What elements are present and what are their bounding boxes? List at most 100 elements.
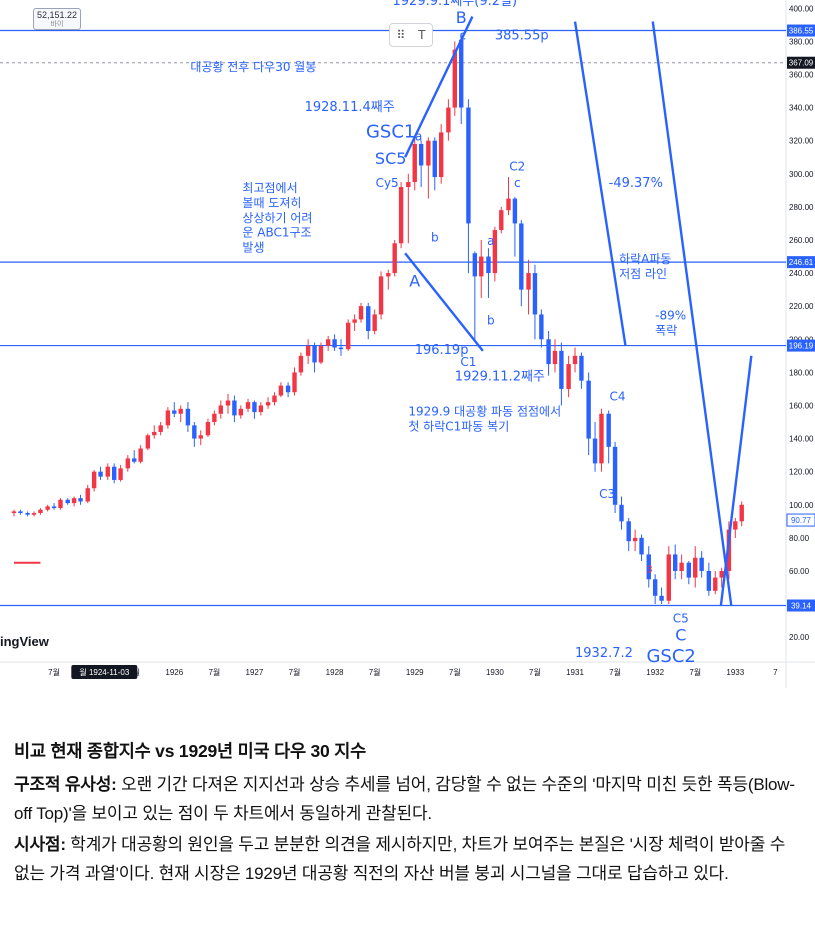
chart-annotation: 3 [646, 565, 652, 576]
chart-annotation: 상상하기 어려 [242, 211, 312, 225]
candle-body [652, 579, 658, 596]
candle-body [292, 372, 297, 393]
candle-body [446, 107, 451, 133]
paragraph-label: 시사점: [14, 835, 66, 854]
candle-body [338, 347, 344, 350]
text-tool-icon[interactable]: T [418, 28, 426, 42]
candle-body [58, 499, 63, 509]
candle-body [726, 529, 732, 571]
trend-line [404, 16, 474, 158]
candle-body [639, 537, 644, 555]
y-tick-label: 280.00 [789, 203, 814, 212]
chart-annotation: 385.55p [495, 29, 549, 44]
x-tick-label: 1927 [246, 668, 264, 677]
candle-body [619, 504, 624, 522]
chart-annotation: -49.37% [609, 176, 663, 191]
price-badge[interactable]: 52,151.22 바이 [33, 8, 81, 30]
axis-price-badge [787, 24, 815, 37]
x-tick-label: 1928 [326, 668, 344, 677]
candle-body [739, 504, 744, 522]
axis-price-badge [787, 56, 815, 69]
candle-body [612, 446, 618, 505]
axis-price-badge-label: 90.77 [791, 516, 812, 525]
price-badge-sub: 바이 [50, 21, 64, 28]
candle-body [673, 554, 678, 571]
chart-annotation: C3 [599, 487, 615, 501]
x-tick-label: 7월 [449, 667, 461, 677]
candle-body [586, 380, 591, 439]
chart-annotation: GSC1 [366, 121, 415, 142]
candle-body [285, 385, 291, 393]
candle-body [386, 273, 391, 277]
candle-body [258, 405, 264, 413]
candle-body [572, 355, 578, 365]
candle-body [352, 319, 357, 323]
chart-annotation: 운 ABC1구조 [242, 226, 311, 240]
candle-body [693, 557, 698, 578]
candle-body [198, 435, 203, 439]
candle-body [599, 413, 604, 464]
candle-body [45, 506, 50, 510]
candle-body [552, 350, 558, 365]
candle-body [499, 210, 504, 231]
y-tick-label: 320.00 [789, 137, 814, 146]
candle-body [526, 273, 531, 290]
article-text: 비교 현재 종합지수 vs 1929년 미국 다우 30 지수 구조적 유사성:… [14, 738, 804, 890]
x-crosshair-badge [71, 665, 138, 679]
candle-body [699, 557, 704, 571]
chart-annotation: b [431, 231, 439, 245]
chart-annotation: 1929.11.2째주 [455, 370, 545, 385]
x-tick-label: 1930 [486, 668, 504, 677]
candle-body [225, 400, 231, 406]
y-tick-label: 180.00 [789, 368, 814, 377]
x-tick-label: 1931 [566, 668, 584, 677]
chart-annotation: 하락A파동 [619, 252, 671, 266]
chart-annotation: GSC2 [646, 646, 695, 667]
drawing-toolbar[interactable]: ⠿ T [389, 23, 433, 47]
candle-body [358, 306, 364, 320]
chart-annotation: b [487, 313, 495, 327]
y-tick-label: 120.00 [789, 468, 814, 477]
candle-body [318, 345, 324, 363]
paragraph-label: 구조적 유사성: [14, 775, 117, 794]
chart-annotation: A [409, 271, 420, 290]
drag-handle-icon[interactable]: ⠿ [396, 28, 406, 42]
candle-body [98, 471, 103, 477]
candle-body [11, 511, 17, 514]
chart-annotation: 196.19p [415, 343, 469, 358]
chart-annotation: c [514, 176, 521, 190]
y-tick-label: 400.00 [789, 4, 814, 13]
candle-body [479, 256, 484, 277]
chart-annotation: 1932.7.2 [575, 646, 633, 661]
y-tick-label: 80.00 [789, 534, 810, 543]
candle-body [606, 413, 611, 447]
candle-body [332, 339, 337, 348]
candle-body [78, 498, 83, 502]
candle-body [232, 400, 237, 416]
paragraph-structural-similarity: 구조적 유사성: 오랜 기간 다져온 지지선과 상승 추세를 넘어, 감당할 수… [14, 770, 804, 828]
candle-body [132, 458, 137, 462]
candle-body [486, 256, 491, 274]
x-tick-label: 1926 [165, 668, 183, 677]
chart-annotation: 발생 [242, 241, 264, 255]
candle-body [506, 198, 511, 211]
candlestick-chart: 20.0040.0060.0080.00100.00120.00140.0016… [0, 0, 815, 688]
candle-body [145, 435, 151, 449]
candle-body [659, 595, 664, 601]
candle-body [91, 471, 97, 489]
candle-body [472, 253, 478, 277]
candle-body [85, 488, 90, 502]
candle-body [372, 314, 377, 331]
candle-body [38, 509, 43, 514]
chart-annotation: C2 [509, 159, 525, 173]
trend-line [573, 21, 627, 347]
chart-annotation: 대공황 전후 다우30 월봉 [190, 60, 316, 74]
y-tick-label: 160.00 [789, 401, 814, 410]
candle-body [706, 570, 712, 591]
candle-body [519, 223, 524, 290]
paragraph-body: 학계가 대공황의 원인을 두고 분분한 의견을 제시하지만, 차트가 보여주는 … [14, 835, 786, 883]
chart-annotation: 볼때 도져히 [242, 196, 301, 210]
candle-body [178, 408, 183, 414]
trend-line [719, 355, 753, 606]
axis-price-badge-label: 367.09 [789, 59, 814, 68]
